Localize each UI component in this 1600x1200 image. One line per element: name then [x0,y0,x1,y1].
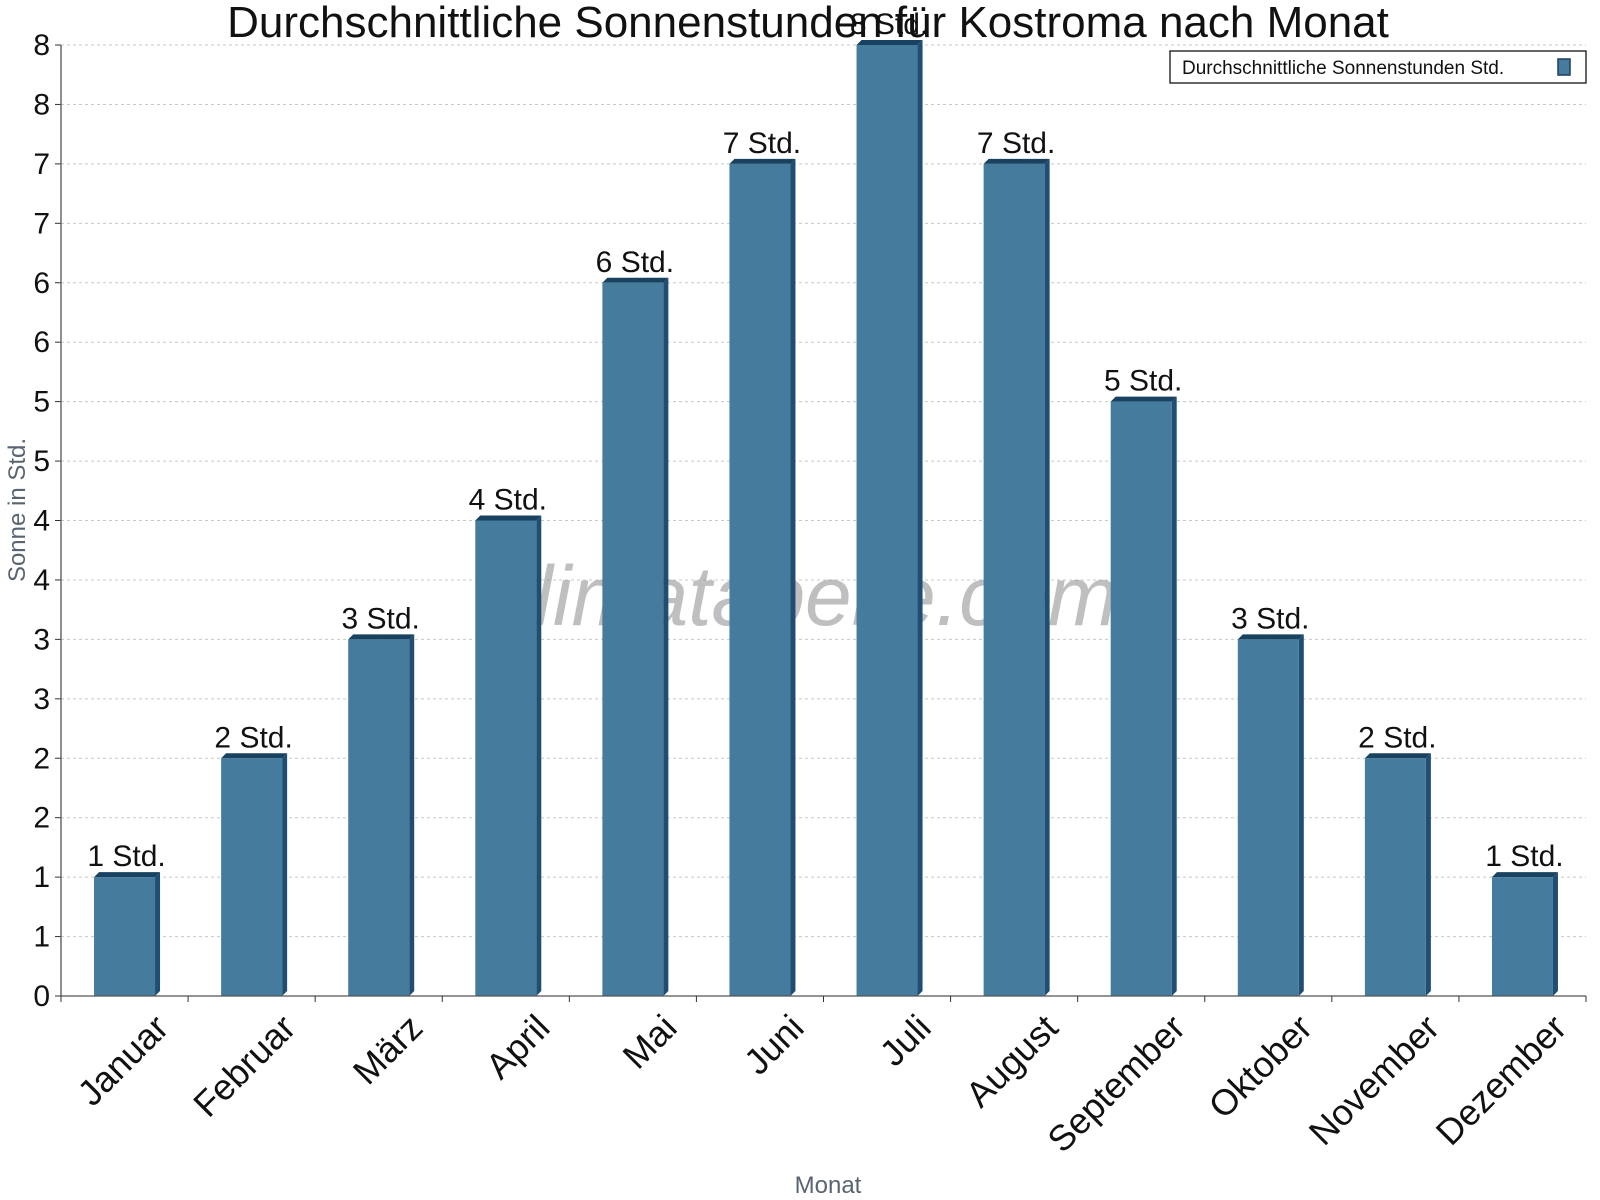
y-axis-title: Sonne in Std. [4,438,31,582]
x-tick-label: März [345,1007,431,1093]
legend-swatch [1557,58,1571,76]
bar [983,163,1045,996]
x-tick-label: August [958,1007,1066,1115]
x-tick-labels: Januar Februar März April Mai Juni Juli AugustS… [69,1007,1574,1161]
x-tick-label: Oktober [1200,1007,1320,1127]
bar [94,877,156,996]
bar-top [1491,872,1558,878]
x-tick-label: Juli [872,1007,939,1074]
data-label: 2 Std. [214,721,292,754]
bar-top [348,634,415,640]
chart-title: Durchschnittliche Sonnenstunden für Kost… [227,0,1389,47]
bar [1237,639,1299,996]
data-label: 3 Std. [1231,602,1309,635]
bar-side [1171,396,1177,996]
x-tick-label: Dezember [1428,1007,1574,1153]
bar-top [221,753,288,759]
bar-top [94,872,161,878]
x-tick-label: Mai [615,1007,685,1077]
bars [94,40,1558,996]
x-tick-label: April [478,1007,558,1087]
legend-box [1169,50,1587,84]
x-tick-label: Juni [736,1007,812,1083]
y-tick-label: 4 [33,564,50,597]
x-tick-label: Januar [69,1007,176,1114]
y-tick-label: 5 [33,386,50,419]
bar-top [1237,634,1304,640]
bar [1491,877,1553,996]
data-label: 1 Std. [1485,840,1563,873]
gridlines [61,44,1586,938]
y-tick-label: 7 [33,148,50,181]
bar-side [155,872,161,996]
bar [475,520,537,996]
bar [221,758,283,996]
bar-side [1298,634,1304,996]
bar-side [1425,753,1431,996]
y-tick-label: 6 [33,267,50,300]
bar-side [1552,872,1558,996]
data-label: 6 Std. [596,246,674,279]
y-tick-label: 3 [33,683,50,716]
y-tick-label: 8 [33,29,50,62]
bar-top [1364,753,1431,759]
bar [856,45,918,996]
x-tick-label: November [1301,1007,1447,1153]
x-tick-label: Februar [185,1007,303,1125]
data-label: 1 Std. [87,840,165,873]
y-tick-label: 4 [33,505,50,538]
bar [348,639,410,996]
data-label: 7 Std. [723,127,801,160]
bar-top [856,40,923,45]
y-tick-label: 3 [33,623,50,656]
legend: Durchschnittliche Sonnenstunden Std. [1169,50,1587,84]
bar-side [409,634,415,996]
bar [1110,401,1172,996]
data-labels: 1 Std. 2 Std. 3 Std. 4 Std. 6 Std. 7 Std. 8 St… [87,8,1563,873]
x-axis-title: Monat [795,1172,862,1199]
data-label: 5 Std. [1104,365,1182,398]
y-tick-label: 2 [33,802,50,835]
bar [1364,758,1426,996]
y-tick-label: 7 [33,207,50,240]
y-tick-label: 1 [33,861,50,894]
bar-side [790,158,796,996]
bar-top [983,158,1050,164]
bar-side [917,40,923,996]
y-tick-label: 1 [33,921,50,954]
bar-side [282,753,288,996]
bar-top [1110,396,1177,402]
bar-top [729,158,796,164]
bar-side [663,277,669,996]
bar [602,282,664,996]
y-tick-label: 6 [33,326,50,359]
bar-top [602,277,669,283]
x-tick-label: September [1039,1007,1193,1161]
axes [55,44,1587,1002]
legend-label: Durchschnittliche Sonnenstunden Std. [1182,58,1504,79]
y-tick-label: 5 [33,445,50,478]
data-label: 8 Std. [850,8,928,41]
bar-side [536,515,542,996]
y-tick-label: 2 [33,742,50,775]
data-label: 2 Std. [1358,721,1436,754]
data-label: 3 Std. [342,602,420,635]
y-tick-label: 8 [33,88,50,121]
bar-side [1044,158,1050,996]
bar-top [475,515,542,521]
data-label: 7 Std. [977,127,1055,160]
bar [729,163,791,996]
data-label: 4 Std. [469,484,547,517]
y-tick-labels: 0 1 1 2 2 3 3 4 4 5 5 6 6 7 7 8 8 [33,29,50,1013]
y-tick-label: 0 [33,980,50,1013]
